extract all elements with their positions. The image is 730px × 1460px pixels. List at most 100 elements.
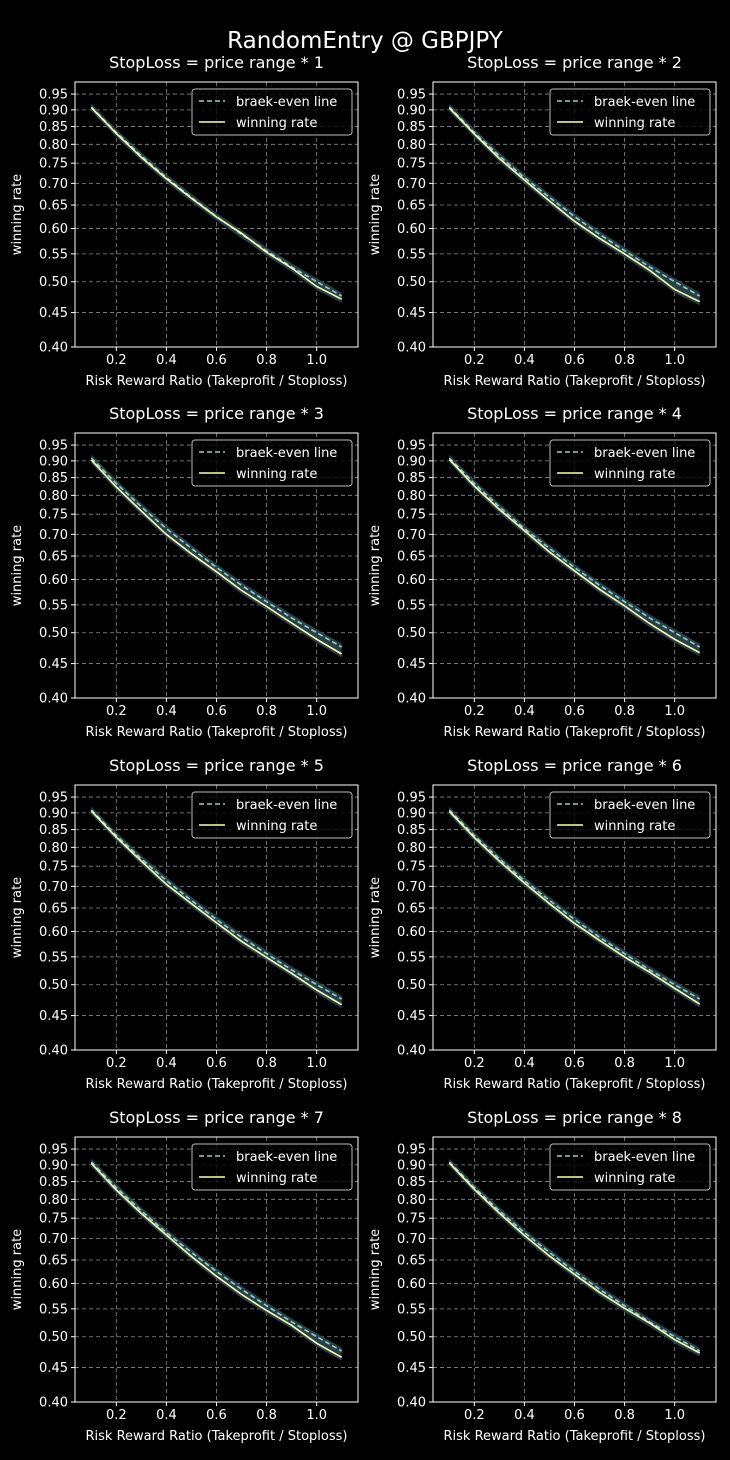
y-axis-label: winning rate [368,174,383,255]
legend-box [191,791,353,839]
x-tick-label: 1.0 [664,1056,685,1071]
y-axis-label: winning rate [368,1229,383,1310]
x-tick-label: 1.0 [306,1056,327,1071]
y-tick-label: 0.80 [397,841,426,856]
y-tick-label: 0.90 [39,454,68,469]
legend: braek-even line winning rate [191,439,353,487]
y-tick-label: 0.50 [39,1330,68,1345]
subplot-title: StopLoss = price range * 6 [467,756,682,775]
y-tick-label: 0.80 [39,489,68,504]
y-tick-label: 0.40 [39,692,68,707]
y-tick-label: 0.60 [397,222,426,237]
x-tick-label: 0.4 [156,1408,177,1423]
y-tick-label: 0.50 [397,626,426,641]
x-tick-label: 0.2 [464,353,485,368]
legend-break-even-label: braek-even line [236,798,337,813]
legend-box [549,439,711,487]
y-tick-label: 0.95 [397,88,426,103]
x-axis-label: Risk Reward Ratio (Takeprofit / Stoploss… [86,374,348,389]
x-tick-label: 0.4 [156,1056,177,1071]
y-tick-label: 0.50 [39,275,68,290]
legend-box [549,1143,711,1191]
y-tick-label: 0.80 [39,841,68,856]
x-tick-label: 0.2 [106,1056,127,1071]
winning-rate-line [90,459,343,655]
x-tick-label: 1.0 [306,1408,327,1423]
y-tick-label: 0.95 [39,1143,68,1158]
subplot-4: StopLoss = price range * 4 0.2 0.4 0.6 0.8 1.… [368,404,717,740]
y-tick-label: 0.75 [39,157,68,172]
y-tick-label: 0.80 [397,1193,426,1208]
subplot-6: StopLoss = price range * 6 0.2 0.4 0.6 0.8 1.… [368,756,717,1092]
confidence-band [449,1158,700,1357]
x-tick-label: 0.2 [464,704,485,719]
y-tick-label: 0.75 [397,508,426,523]
y-tick-label: 0.50 [397,1330,426,1345]
legend-winning-label: winning rate [236,819,317,834]
subplot-2: StopLoss = price range * 2 0.2 0.4 0.6 0.8 1.… [368,53,717,389]
legend-break-even-label: braek-even line [236,1150,337,1165]
y-tick-label: 0.45 [39,306,68,321]
legend-break-even-label: braek-even line [594,446,695,461]
y-tick-label: 0.70 [397,880,426,895]
y-tick-label: 0.40 [397,341,426,356]
y-tick-label: 0.80 [397,489,426,504]
x-tick-label: 0.2 [106,704,127,719]
legend-winning-label: winning rate [236,116,317,131]
x-tick-label: 0.6 [564,704,585,719]
legend-winning-label: winning rate [594,467,675,482]
legend: braek-even line winning rate [549,88,711,136]
y-tick-label: 0.85 [397,471,426,486]
x-tick-label: 0.4 [514,353,535,368]
x-tick-label: 0.4 [156,353,177,368]
x-tick-label: 0.6 [564,1408,585,1423]
x-axis-label: Risk Reward Ratio (Takeprofit / Stoploss… [444,1077,706,1092]
x-tick-label: 1.0 [664,704,685,719]
legend: braek-even line winning rate [191,1143,353,1191]
y-tick-label: 0.50 [397,275,426,290]
confidence-band [91,806,342,1009]
y-tick-label: 0.55 [397,950,426,965]
y-tick-label: 0.65 [39,1254,68,1269]
x-axis-label: Risk Reward Ratio (Takeprofit / Stoploss… [86,1429,348,1444]
y-tick-label: 0.85 [39,120,68,135]
break-even-line [448,809,701,1000]
legend-box [191,88,353,136]
x-tick-label: 0.6 [564,1056,585,1071]
winning-rate-line [90,1162,343,1358]
confidence-band [449,454,700,657]
y-tick-label: 0.90 [39,806,68,821]
x-tick-label: 0.2 [106,353,127,368]
y-tick-label: 0.70 [397,1232,426,1247]
break-even-line [90,457,343,648]
subplot-1: StopLoss = price range * 1 0.2 0.4 0.6 0.8 1.… [10,53,359,389]
winning-rate-line [448,810,701,1005]
y-tick-label: 0.90 [397,806,426,821]
legend-winning-label: winning rate [236,467,317,482]
break-even-line [448,106,701,297]
winning-rate-line [90,107,343,300]
y-tick-label: 0.65 [39,199,68,214]
legend: braek-even line winning rate [191,791,353,839]
y-tick-label: 0.45 [397,1009,426,1024]
legend-break-even-label: braek-even line [236,95,337,110]
legend-box [191,1143,353,1191]
x-axis-label: Risk Reward Ratio (Takeprofit / Stoploss… [86,1077,348,1092]
y-tick-label: 0.65 [397,902,426,917]
y-tick-label: 0.55 [397,598,426,613]
legend-box [191,439,353,487]
y-tick-label: 0.90 [397,454,426,469]
y-tick-label: 0.55 [397,1302,426,1317]
x-tick-label: 0.4 [514,1408,535,1423]
y-tick-label: 0.85 [397,823,426,838]
y-tick-label: 0.90 [39,1158,68,1173]
x-tick-label: 0.8 [614,1056,635,1071]
y-tick-label: 0.65 [397,1254,426,1269]
y-tick-label: 0.60 [39,925,68,940]
winning-rate-line [448,1162,701,1354]
x-tick-label: 0.4 [156,704,177,719]
legend: braek-even line winning rate [191,88,353,136]
y-axis-label: winning rate [10,1229,25,1310]
y-tick-label: 0.45 [397,1361,426,1376]
y-tick-label: 0.40 [39,1396,68,1411]
